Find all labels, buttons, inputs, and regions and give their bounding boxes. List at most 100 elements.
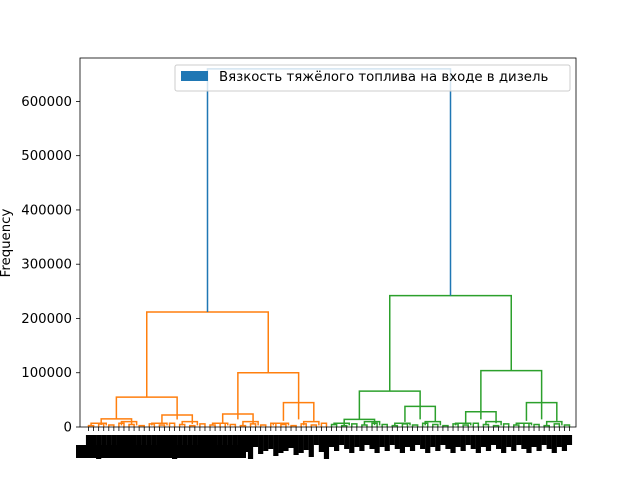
legend: Вязкость тяжёлого топлива на входе в диз…: [174, 64, 571, 92]
leaf-pair-link: [401, 423, 409, 427]
x-tick-label: [222, 435, 228, 453]
x-tick-label: [278, 435, 284, 453]
x-tick-label: [490, 435, 497, 445]
small-cluster-link: [545, 420, 563, 426]
leaf-pair-link: [189, 424, 196, 427]
small-cluster-link: [394, 422, 411, 426]
x-tick-label: [460, 435, 466, 451]
x-tick-label: [541, 435, 547, 445]
leaf-pair-link: [553, 423, 561, 427]
leaf-pair-link: [158, 424, 166, 427]
x-tick-label: [258, 435, 264, 454]
leaf-pair-link: [442, 424, 449, 427]
small-cluster-link: [515, 422, 533, 426]
y-tick-label: 400000: [21, 203, 72, 218]
leaf-pair-link: [320, 422, 328, 427]
leaf-pair-link: [199, 423, 206, 427]
x-tick-label: [369, 435, 375, 449]
x-tick-label: [526, 435, 532, 453]
x-tick-label: [409, 435, 416, 451]
leaf-pair-link: [310, 424, 318, 427]
cluster-link: [389, 294, 512, 392]
x-tick-label: [182, 435, 188, 454]
leaf-pair-link: [340, 424, 348, 427]
legend-label: Вязкость тяжёлого топлива на входе в диз…: [219, 69, 548, 85]
leaf-pair-link: [138, 424, 145, 427]
leaf-pair-link: [391, 424, 399, 427]
dendrogram-merge-link: [115, 396, 178, 420]
leaf-pair-link: [381, 423, 388, 427]
leaf-pair-link: [351, 423, 358, 427]
dendrogram-merge-link: [100, 418, 133, 425]
x-tick-label: [420, 435, 426, 449]
x-tick-label: [389, 435, 395, 445]
x-tick-label: [298, 435, 304, 453]
small-cluster-link: [181, 420, 199, 426]
x-tick-label: [268, 435, 274, 449]
leaf-pair-link: [492, 424, 500, 427]
y-axis-label: Frequency: [0, 209, 14, 278]
leaf-pair-link: [502, 423, 510, 427]
x-tick-label: [339, 435, 345, 445]
dendrogram-merge-link: [525, 401, 558, 421]
x-tick-label: [430, 435, 436, 447]
leaf-pair-link: [472, 422, 480, 427]
leaf-pair-link: [290, 424, 297, 427]
x-tick-label: [151, 435, 157, 450]
x-tick-label: [399, 435, 406, 453]
small-cluster-link: [272, 422, 290, 426]
small-cluster-link: [151, 422, 168, 426]
leaf-pair-link: [563, 424, 571, 427]
x-tick-label: [440, 435, 446, 445]
x-tick-label: [506, 435, 512, 447]
x-tick-label-overlap: [76, 445, 246, 458]
x-tick-label: [445, 435, 451, 449]
y-tick-label: 600000: [21, 95, 72, 110]
dendrogram-merge-link: [237, 371, 300, 420]
dendrogram-merge-link: [464, 411, 497, 424]
x-tick-label: [85, 435, 92, 445]
x-tick-label: [227, 435, 233, 450]
legend-swatch: [181, 71, 208, 81]
y-tick-label: 500000: [21, 149, 72, 164]
x-tick-label: [177, 435, 183, 447]
x-tick-label: [511, 435, 517, 451]
leaf-pair-link: [259, 424, 267, 427]
x-axis-leaf-ticks: [76, 427, 573, 459]
x-tick-label: [212, 435, 218, 448]
x-tick-label: [192, 435, 198, 449]
x-tick-label: [435, 435, 441, 451]
x-tick-label: [166, 435, 173, 452]
leaf-pair-link: [543, 424, 550, 427]
x-tick-label: [207, 435, 213, 451]
x-tick-label: [247, 435, 254, 459]
x-tick-label: [333, 435, 340, 451]
x-tick-label: [116, 435, 122, 449]
x-tick-label: [242, 435, 249, 452]
leaf-pair-link: [108, 424, 115, 427]
x-tick-label: [318, 435, 325, 452]
small-cluster-link: [333, 422, 350, 426]
x-tick-label: [425, 435, 431, 453]
x-tick-label: [566, 435, 573, 445]
leaf-pair-link: [533, 423, 540, 427]
x-tick-label: [161, 435, 168, 445]
x-tick-label: [354, 435, 360, 447]
x-tick-label: [450, 435, 456, 453]
small-cluster-link: [424, 420, 442, 426]
dendrogram-merge-link: [358, 390, 421, 420]
x-tick-label: [303, 435, 309, 450]
x-tick-label: [308, 435, 314, 457]
x-tick-label: [187, 435, 193, 451]
x-tick-label: [283, 435, 289, 451]
x-tick-label: [313, 435, 319, 445]
x-tick-label: [328, 435, 335, 447]
x-tick-label: [374, 435, 380, 453]
x-tick-label: [501, 435, 507, 453]
leaf-pair-link: [462, 424, 469, 427]
root-link: [206, 68, 452, 312]
leaf-pair-link: [280, 423, 287, 427]
dendrogram-merge-link: [282, 401, 315, 421]
plot-frame: [79, 57, 577, 428]
x-tick-label: [237, 435, 244, 445]
